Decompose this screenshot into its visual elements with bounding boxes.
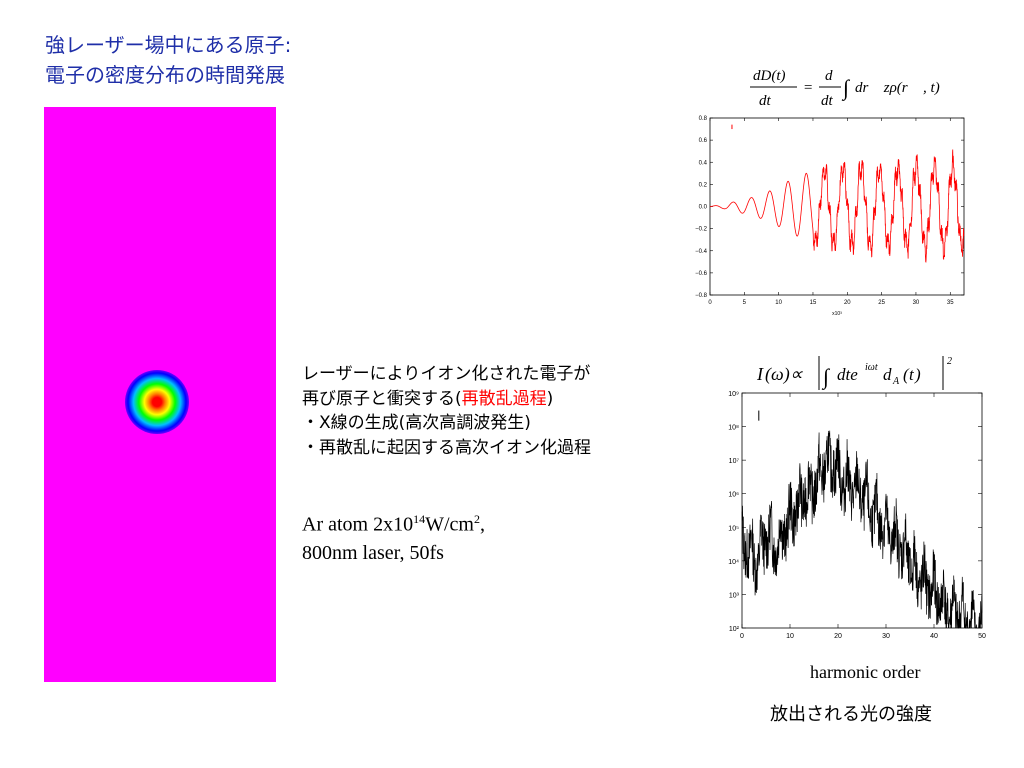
y-tick-label: 10² [729,626,740,633]
y-tick-label: −0.8 [695,293,708,299]
conditions-comma: , [479,513,485,536]
bullet-1: ・X線の生成(高次高調波発生) [302,413,531,433]
dipole-series-line [710,149,965,263]
svg-text:dt: dt [759,93,772,109]
svg-text:dr⃗ zρ(r⃗ , t): dr⃗ zρ(r⃗ , t) [855,80,940,96]
y-tick-label: 0.0 [699,205,708,211]
conditions-line-2: 800nm laser, 50fs [302,541,444,564]
svg-text:d: d [883,365,892,384]
y-tick-label: 10⁶ [728,492,739,499]
y-tick-label: 10⁸ [728,425,739,432]
svg-text:(: ( [903,365,910,384]
rescattering-highlight: 再散乱過程 [461,388,547,409]
body-line-2: 再び原子と衝突する(再散乱過程) [302,387,591,412]
svg-text:∫: ∫ [841,75,851,101]
laser-conditions: Ar atom 2x1014W/cm2, 800nm laser, 50fs [302,505,485,567]
y-tick-label: 10⁴ [728,559,739,566]
svg-text:): ) [914,365,921,384]
conditions-line-1: Ar atom 2x1014W/cm2, [302,505,485,539]
y-tick-label: 0.4 [699,160,708,166]
y-tick-label: −0.6 [695,271,708,277]
x-tick-label: 10 [775,300,782,306]
svg-text:(ω)∝: (ω)∝ [765,364,804,385]
intensity-formula: I (ω)∝ ∫ dte iωt d A ( t ) 2 [756,356,952,390]
body-line-2-prefix: 再び原子と衝突する( [302,388,462,409]
y-tick-label: 10³ [729,592,740,599]
plot-frame [741,392,983,629]
title-line-2: 電子の密度分布の時間発展 [45,63,285,87]
conditions-unit: W/cm [425,513,474,536]
y-tick-label: 10⁷ [729,458,740,465]
plot-frame [709,117,965,296]
y-tick-label: 0.2 [699,182,708,188]
x-tick-label: 10 [786,633,794,640]
svg-text:d: d [825,68,833,84]
svg-text:I: I [756,364,764,384]
conditions-unit-exponent: 2 [473,512,480,526]
dipole-formula: dD(t) dt = d dt ∫ dr⃗ zρ(r⃗ , t) [750,68,940,109]
electron-density-panel [44,107,276,682]
y-tick-label: 10⁵ [728,525,739,532]
x-tick-label: 25 [878,300,885,306]
svg-text:t: t [909,365,915,384]
x-tick-label: 5 [743,300,747,306]
y-tick-label: −0.2 [695,227,708,233]
x-tick-label: 20 [834,633,842,640]
y-tick-label: 0.6 [699,138,708,144]
conditions-atom: Ar atom 2x10 [302,513,414,536]
x-tick-label: 30 [882,633,890,640]
slide-title: 強レーザー場中にある原子: 電子の密度分布の時間発展 [45,30,291,90]
description-text: レーザーによりイオン化された電子が 再び原子と衝突する(再散乱過程) ・X線の生… [302,362,591,460]
x-tick-label: 35 [947,300,954,306]
svg-text:=: = [803,80,813,96]
body-line-1: レーザーによりイオン化された電子が [302,364,591,384]
conditions-exponent: 14 [413,512,426,526]
x-tick-label: 30 [913,300,920,306]
harmonic-order-caption: harmonic order [810,662,921,682]
x-tick-label: 40 [930,633,938,640]
x-tick-label: 0 [740,633,744,640]
svg-text:iωt: iωt [865,362,878,373]
x-tick-label: 50 [978,633,986,640]
x-tick-label: 0 [708,300,712,306]
x-tick-label: 15 [810,300,817,306]
body-line-2-suffix: ) [546,388,554,409]
emitted-light-caption: 放出される光の強度 [770,704,932,725]
svg-text:dte: dte [837,365,858,384]
x-tick-label: 20 [844,300,851,306]
bullet-2: ・再散乱に起因する高次イオン化過程 [302,437,591,458]
dipole-chart: 0.8 0.6 0.4 0.2 0.0 −0.2 −0.4 −0.6 −0.80 5 10 15 20 2… [695,116,965,317]
svg-text:2: 2 [947,356,952,367]
spectrum-series-line [741,430,983,629]
y-tick-label: 0.8 [699,116,708,122]
electron-density-blob [125,370,189,434]
title-line-1: 強レーザー場中にある原子: [45,33,292,57]
x-axis-label: x10³ [832,311,842,317]
svg-text:A: A [892,376,900,387]
y-tick-label: 10⁹ [728,391,739,398]
svg-text:dD(t): dD(t) [753,68,786,84]
y-tick-label: −0.4 [695,249,708,255]
svg-text:dt: dt [821,93,834,109]
svg-text:∫: ∫ [821,364,831,390]
